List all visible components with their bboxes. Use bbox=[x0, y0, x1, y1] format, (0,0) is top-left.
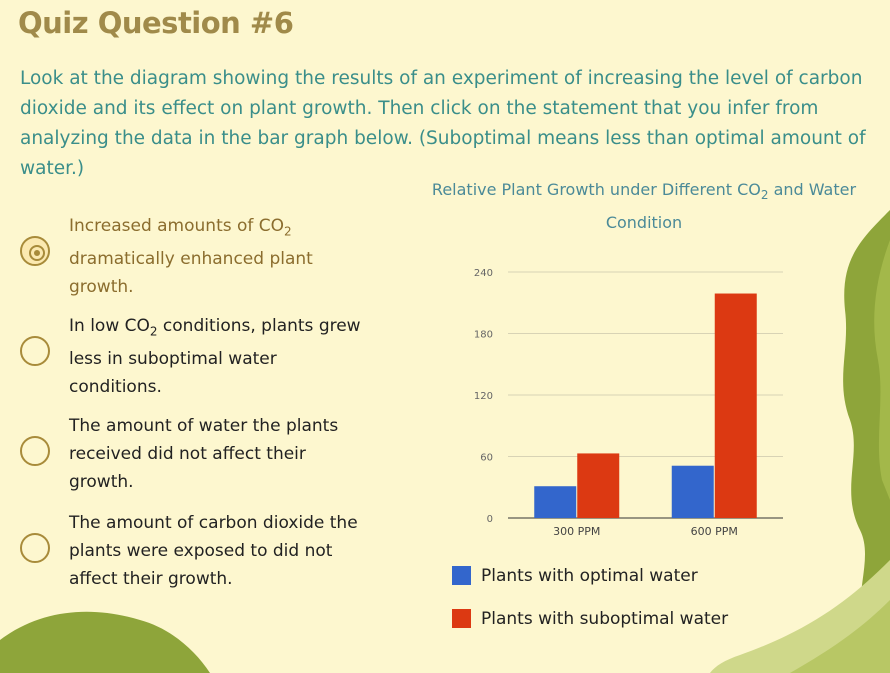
radio-selected-icon[interactable] bbox=[20, 236, 50, 266]
legend-swatch bbox=[452, 566, 471, 585]
bar-chart: 0 60 120 180 240 300 PPM 600 PPM bbox=[474, 268, 783, 538]
answer-option-1-text: Increased amounts of CO2 dramatically en… bbox=[69, 216, 313, 298]
legend-label: Plants with optimal water bbox=[481, 566, 698, 586]
bar bbox=[577, 453, 620, 518]
x-tick-label: 600 PPM bbox=[691, 525, 738, 538]
legend-swatch bbox=[452, 609, 471, 628]
legend-label: Plants with suboptimal water bbox=[481, 609, 729, 629]
background-leaf-bottom-right bbox=[710, 560, 890, 673]
answer-option-4[interactable]: The amount of carbon dioxide the plants … bbox=[18, 509, 378, 589]
background-leaf-right bbox=[843, 210, 890, 673]
answer-option-3-text: The amount of water the plants received … bbox=[69, 416, 339, 492]
bar bbox=[671, 465, 714, 518]
background-leaf-bottom-left bbox=[0, 611, 210, 673]
answer-option-1[interactable]: Increased amounts of CO2 dramatically en… bbox=[18, 212, 378, 297]
radio-button-icon[interactable] bbox=[20, 336, 50, 366]
x-tick-label: 300 PPM bbox=[553, 525, 600, 538]
y-tick-label: 60 bbox=[480, 453, 493, 464]
chart-title: Relative Plant Growth under Different CO… bbox=[431, 180, 857, 233]
y-tick-label: 180 bbox=[474, 330, 493, 341]
answer-option-4-text: The amount of carbon dioxide the plants … bbox=[69, 513, 358, 589]
y-tick-label: 120 bbox=[474, 391, 493, 402]
answer-option-3[interactable]: The amount of water the plants received … bbox=[18, 412, 378, 492]
answer-option-2-text: In low CO2 conditions, plants grew less … bbox=[69, 316, 361, 398]
question-prompt: Look at the diagram showing the results … bbox=[20, 68, 866, 179]
radio-button-icon[interactable] bbox=[20, 436, 50, 466]
y-tick-label: 0 bbox=[487, 514, 493, 525]
bar bbox=[534, 486, 577, 518]
y-tick-label: 240 bbox=[474, 268, 493, 279]
answer-option-2[interactable]: In low CO2 conditions, plants grew less … bbox=[18, 312, 378, 397]
bar bbox=[714, 293, 757, 518]
quiz-title: Quiz Question #6 bbox=[18, 6, 294, 40]
radio-button-icon[interactable] bbox=[20, 533, 50, 563]
